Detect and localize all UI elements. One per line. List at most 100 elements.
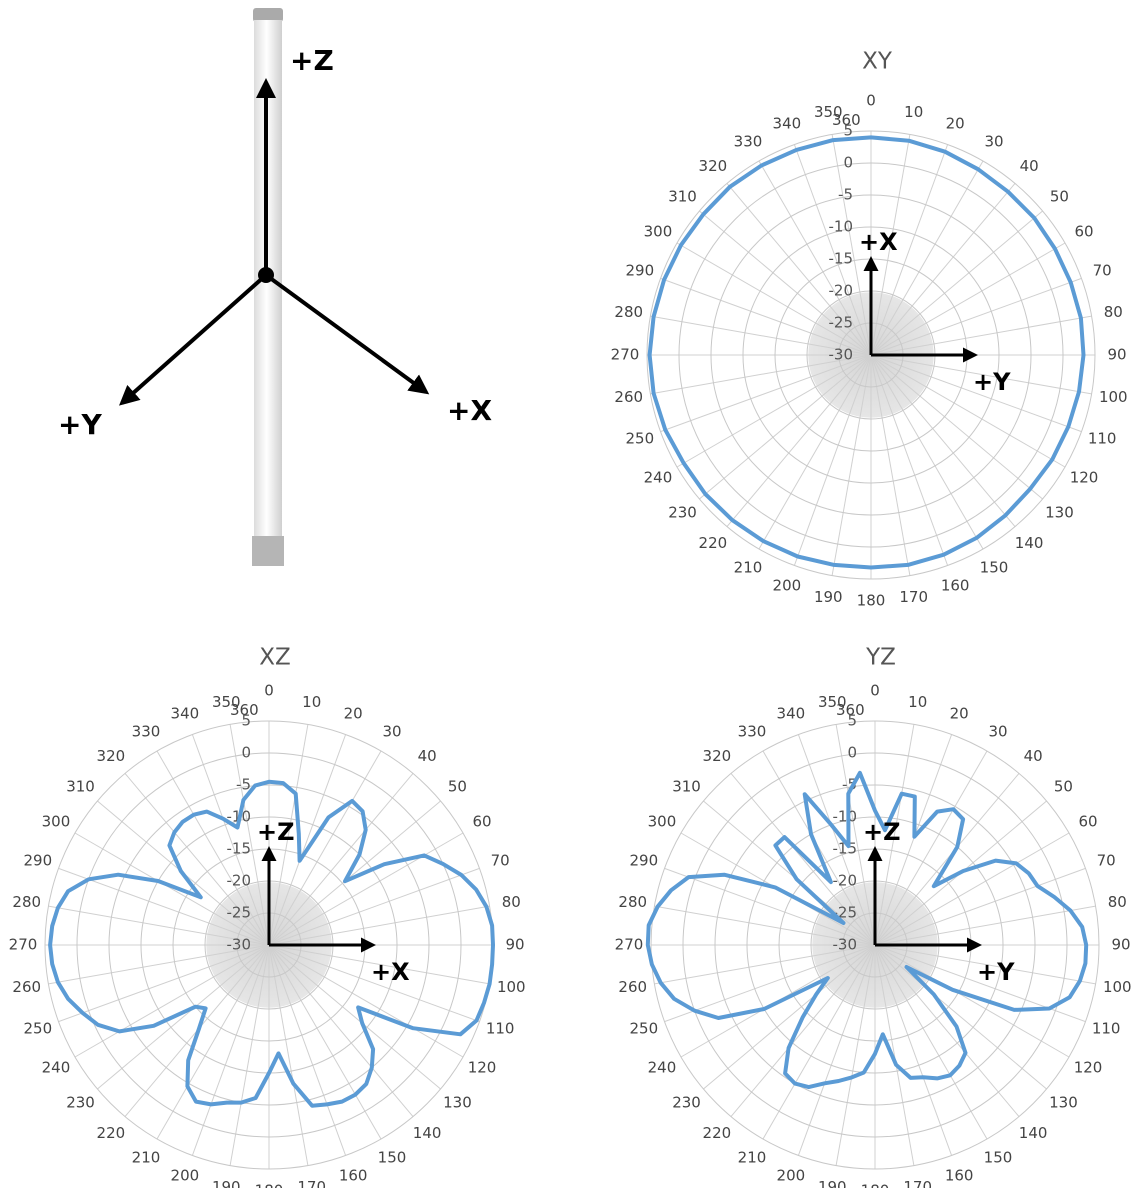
spoke: [268, 944, 490, 985]
spoke: [676, 242, 872, 356]
spoke: [660, 354, 872, 433]
angle-label: 210: [132, 1149, 161, 1167]
angle-label: 50: [1050, 187, 1069, 205]
angle-label: 130: [1049, 1094, 1078, 1112]
angle-label: 330: [734, 132, 763, 150]
radial-label: -5: [236, 776, 251, 794]
spoke: [870, 354, 911, 576]
radial-label: -15: [829, 250, 854, 268]
angle-label: 50: [448, 777, 467, 795]
angle-label: 220: [97, 1124, 126, 1142]
angle-label: 130: [1045, 504, 1074, 522]
x-label: +X: [447, 394, 492, 427]
angle-label: 220: [703, 1124, 732, 1142]
spoke: [229, 944, 270, 1166]
angle-label: 360: [832, 111, 861, 129]
angle-label: 350: [212, 693, 241, 711]
angle-label: 310: [672, 777, 701, 795]
angle-label: 100: [497, 978, 526, 996]
angle-label: 290: [630, 851, 659, 869]
angle-label: 20: [344, 704, 363, 722]
angle-label: 230: [66, 1094, 95, 1112]
origin-dot: [258, 267, 274, 283]
angle-label: 120: [1074, 1059, 1103, 1077]
spoke: [874, 750, 988, 946]
spoke: [650, 315, 872, 356]
angle-label: 100: [1103, 978, 1132, 996]
angle-label: 70: [1093, 261, 1112, 279]
spoke: [797, 944, 876, 1156]
spoke: [874, 773, 1020, 946]
angle-label: 160: [941, 577, 970, 595]
pattern-line: [48, 779, 495, 1108]
angle-label: 170: [903, 1178, 932, 1188]
spoke: [268, 944, 464, 1058]
angle-label: 60: [1078, 813, 1097, 831]
right-arrow-label: +Y: [977, 958, 1015, 986]
spoke: [703, 944, 876, 1090]
angle-label: 360: [836, 701, 865, 719]
spoke: [268, 944, 347, 1156]
angle-label: 0: [870, 682, 880, 700]
angle-label: 260: [614, 388, 643, 406]
radial-grid: [76, 752, 462, 1138]
spoke: [48, 905, 270, 946]
spoke: [268, 773, 414, 946]
angle-label: 140: [413, 1124, 442, 1142]
spoke: [870, 354, 1043, 500]
spoke: [664, 867, 876, 946]
angle-label: 250: [24, 1020, 53, 1038]
spoke: [650, 354, 872, 395]
spoke: [870, 210, 1043, 356]
angle-label: 40: [1020, 157, 1039, 175]
radial-label: -10: [833, 808, 858, 826]
angle-label: 150: [980, 559, 1009, 577]
angle-label: 340: [773, 114, 802, 132]
radial-grid: [714, 784, 1036, 1106]
angle-label: 280: [12, 893, 41, 911]
radial-grid: [678, 162, 1064, 548]
angle-label: 110: [1092, 1020, 1121, 1038]
spoke: [268, 832, 464, 946]
spoke: [870, 354, 1082, 433]
angle-label: 290: [626, 261, 655, 279]
radial-label: -20: [227, 872, 252, 890]
radial-grid: [746, 816, 1004, 1074]
spoke: [874, 944, 1020, 1117]
angle-label: 220: [699, 534, 728, 552]
angle-label: 80: [502, 893, 521, 911]
spoke: [676, 354, 872, 468]
radial-grid: [646, 130, 1096, 580]
angle-label: 270: [611, 346, 640, 364]
angle-label: 290: [24, 851, 53, 869]
x-arrow: [264, 273, 430, 395]
angle-label: 80: [1108, 893, 1127, 911]
angle-label: 310: [66, 777, 95, 795]
spoke: [74, 832, 270, 946]
radial-label: -25: [829, 314, 854, 332]
spoke: [699, 210, 872, 356]
radial-grid: [650, 720, 1100, 1170]
angle-label: 210: [738, 1149, 767, 1167]
spoke: [730, 773, 876, 946]
radial-label: -10: [829, 218, 854, 236]
spoke: [156, 944, 270, 1140]
spoke: [870, 277, 1082, 356]
spoke: [229, 724, 270, 946]
spoke: [191, 944, 270, 1156]
spoke: [870, 315, 1092, 356]
angle-label: 320: [97, 747, 126, 765]
angle-label: 190: [212, 1178, 241, 1188]
radial-label: 0: [847, 744, 857, 762]
angle-label: 270: [615, 936, 644, 954]
angle-label: 340: [171, 704, 200, 722]
right-arrow-label: +Y: [973, 368, 1011, 396]
angle-label: 310: [668, 187, 697, 205]
pattern-line: [647, 135, 1086, 570]
spoke: [874, 944, 953, 1156]
angle-label: 20: [950, 704, 969, 722]
angle-label: 30: [988, 722, 1007, 740]
radial-label: -30: [833, 936, 858, 954]
angle-label: 200: [773, 577, 802, 595]
polar-chart: XY01020304050607080901001101201301401501…: [611, 49, 1128, 610]
